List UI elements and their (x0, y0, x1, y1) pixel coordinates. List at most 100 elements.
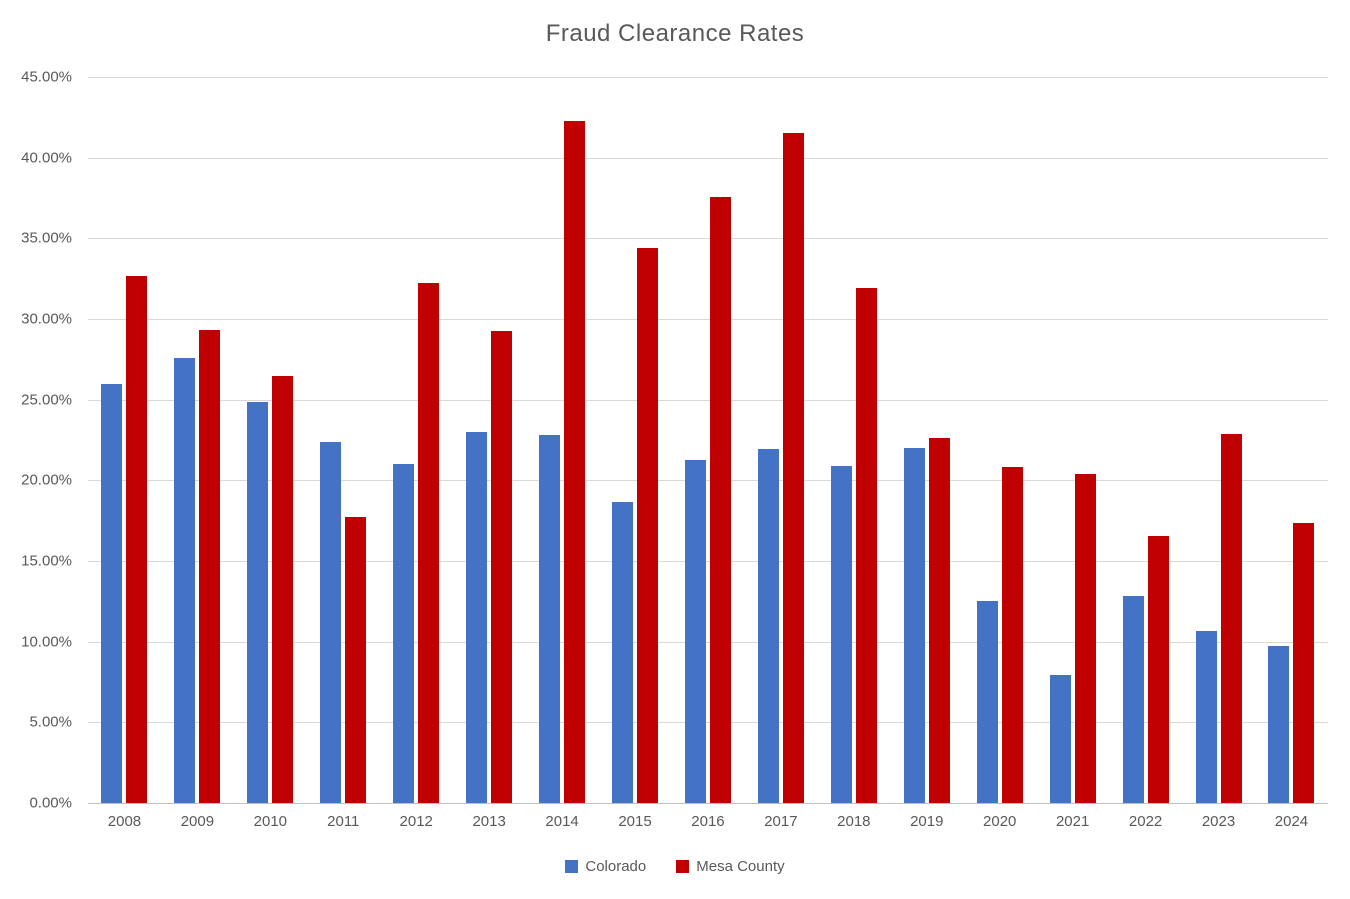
bar-mesa-county-2020 (1001, 467, 1023, 803)
gridline (88, 319, 1328, 320)
bar-colorado-2020 (976, 600, 998, 803)
gridline (88, 157, 1328, 159)
x-axis-label-2018: 2018 (837, 813, 871, 830)
bar-colorado-2014 (539, 435, 561, 803)
x-axis-label-2016: 2016 (691, 813, 725, 830)
legend-swatch-icon (676, 860, 690, 873)
bar-mesa-county-2021 (1074, 473, 1096, 803)
bar-colorado-2010 (247, 402, 269, 803)
y-axis-label: 30.00% (21, 310, 72, 328)
bar-mesa-county-2010 (272, 376, 294, 803)
x-axis: 2008 2009 2010 2011 2012 2013 2014 2015 2016 2017… (88, 813, 1328, 830)
bar-colorado-2013 (466, 431, 488, 803)
gridline (88, 480, 1328, 482)
x-axis-label-2010: 2010 (253, 813, 288, 830)
chart-title: Fraud Clearance Rates (545, 20, 805, 47)
bar-mesa-county-2024 (1293, 523, 1315, 803)
x-axis-label-2024: 2024 (1274, 813, 1309, 830)
gridline (88, 641, 1328, 643)
bar-group-2016 (672, 77, 745, 803)
x-axis-label-2013: 2013 (472, 813, 506, 830)
bar-colorado-2011 (320, 442, 342, 803)
gridline (88, 722, 1328, 724)
legend-label: Mesa County (696, 858, 785, 875)
y-axis-label: 10.00% (21, 633, 72, 651)
y-axis-label: 0.00% (29, 794, 72, 812)
bar-group-2010 (234, 77, 307, 803)
x-axis-label-2012: 2012 (399, 813, 433, 830)
y-axis-label: 35.00% (21, 229, 72, 247)
bar-mesa-county-2019 (928, 438, 950, 803)
bar-group-2013 (453, 77, 526, 803)
bar-group-2024 (1255, 77, 1328, 803)
y-axis-label: 20.00% (21, 471, 72, 489)
y-axis-label: 45.00% (21, 68, 72, 86)
bar-colorado-2018 (830, 465, 852, 803)
bar-colorado-2022 (1122, 595, 1144, 803)
bar-group-2015 (599, 77, 672, 803)
legend-item-mesa-county: Mesa County (676, 858, 785, 875)
bar-group-2019 (890, 77, 963, 803)
bar-group-2022 (1109, 77, 1182, 803)
x-axis-label-2014: 2014 (545, 813, 579, 830)
bar-colorado-2016 (684, 460, 706, 803)
y-axis-label: 5.00% (29, 713, 72, 731)
bar-mesa-county-2022 (1147, 536, 1169, 803)
bar-mesa-county-2013 (491, 331, 513, 803)
y-axis-label: 15.00% (21, 552, 72, 570)
bar-mesa-county-2008 (126, 276, 148, 803)
bar-group-2008 (88, 77, 161, 803)
y-axis: 45.00% 40.00% 35.00% 30.00% 25.00% 20.00% 15.0… (0, 69, 72, 812)
bar-mesa-county-2009 (199, 329, 221, 803)
x-axis-label-2011: 2011 (327, 813, 360, 830)
legend-label: Colorado (585, 858, 647, 875)
x-axis-label-2008: 2008 (107, 813, 142, 830)
x-axis-line (88, 803, 1328, 804)
x-axis-label-2017: 2017 (764, 813, 798, 830)
bar-group-2021 (1036, 77, 1109, 803)
plot-area (88, 77, 1328, 804)
x-axis-label-2009: 2009 (180, 813, 215, 830)
x-axis-label-2019: 2019 (910, 813, 944, 830)
y-axis-label: 25.00% (21, 391, 72, 409)
y-axis-label: 40.00% (21, 149, 72, 167)
bar-mesa-county-2016 (709, 197, 731, 803)
x-axis-label-2020: 2020 (983, 813, 1017, 830)
bar-group-2020 (963, 77, 1036, 803)
bar-colorado-2009 (174, 357, 196, 803)
bar-colorado-2021 (1049, 674, 1071, 803)
bar-mesa-county-2023 (1220, 433, 1242, 803)
bar-group-2009 (161, 77, 234, 803)
bar-group-2014 (526, 77, 599, 803)
bar-mesa-county-2014 (564, 120, 586, 803)
x-axis-label-2021: 2021 (1055, 813, 1090, 830)
bar-colorado-2019 (903, 448, 925, 803)
gridline (88, 77, 1328, 78)
gridline (88, 238, 1328, 240)
legend-swatch-icon (565, 860, 579, 873)
bar-mesa-county-2018 (855, 288, 877, 803)
gridline (88, 399, 1328, 401)
bar-mesa-county-2017 (782, 133, 804, 803)
bar-mesa-county-2015 (637, 248, 659, 803)
bar-colorado-2008 (101, 384, 123, 803)
bar-colorado-2012 (393, 464, 415, 803)
bar-colorado-2024 (1268, 645, 1290, 803)
bar-colorado-2015 (612, 502, 634, 803)
bar-group-2011 (307, 77, 380, 803)
bar-mesa-county-2012 (418, 282, 440, 803)
x-axis-label-2022: 2022 (1128, 813, 1163, 830)
legend: Colorado Mesa County (0, 858, 1350, 875)
bar-groups (88, 77, 1328, 803)
x-axis-label-2023: 2023 (1201, 813, 1236, 830)
bar-group-2023 (1182, 77, 1255, 803)
legend-item-colorado: Colorado (565, 858, 646, 875)
bar-group-2018 (817, 77, 890, 803)
bar-group-2012 (380, 77, 453, 803)
x-axis-label-2015: 2015 (618, 813, 652, 830)
bar-group-2017 (744, 77, 817, 803)
bar-colorado-2023 (1195, 631, 1217, 803)
bar-mesa-county-2011 (345, 516, 367, 803)
bar-colorado-2017 (757, 448, 779, 803)
